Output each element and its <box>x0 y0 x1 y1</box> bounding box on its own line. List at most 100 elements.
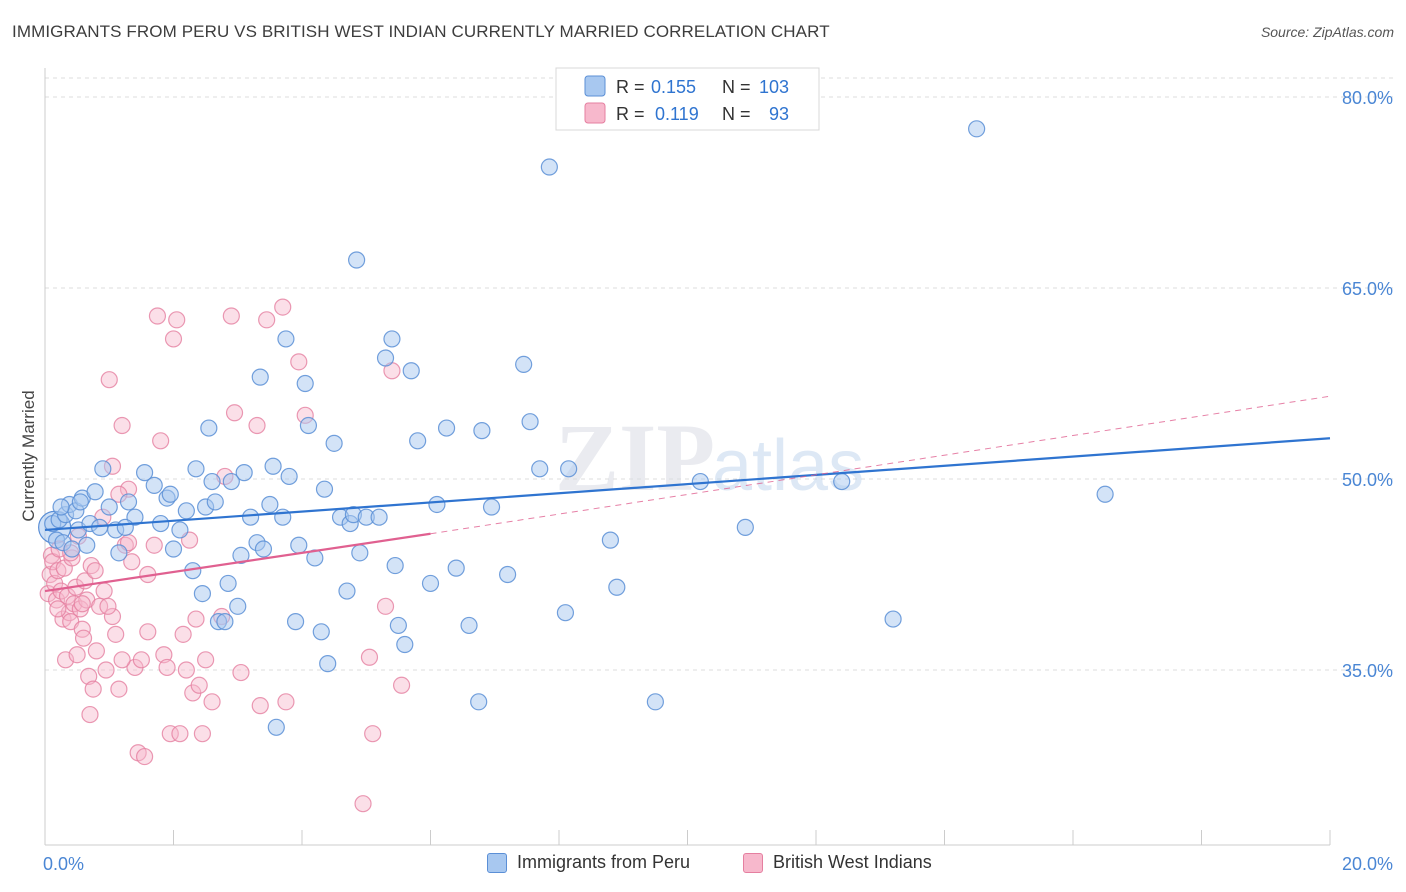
peru-point <box>171 521 189 539</box>
legend-swatch-peru <box>584 75 606 97</box>
peru-point <box>71 493 89 511</box>
peru-point <box>216 613 234 631</box>
bwi-point <box>132 651 150 669</box>
bwi-point <box>168 311 186 329</box>
peru-point <box>315 480 334 498</box>
peru-point <box>52 498 70 516</box>
bwi-point <box>190 676 208 694</box>
peru-point <box>235 464 253 482</box>
bwi-point <box>113 651 131 669</box>
bwi-point <box>41 565 59 584</box>
bwi-point <box>103 607 122 626</box>
peru-point <box>884 610 902 628</box>
peru-point <box>267 718 285 736</box>
peru-point <box>437 419 456 437</box>
bwi-point <box>107 625 125 643</box>
bwi-point <box>197 651 215 669</box>
legend-n-label-bwi: N = <box>722 104 751 124</box>
bwi-point <box>139 623 157 641</box>
bwi-point <box>251 697 269 715</box>
bwi-point <box>99 597 117 615</box>
peru-point <box>299 416 318 435</box>
peru-point <box>94 460 112 478</box>
peru-point <box>1096 485 1114 503</box>
bwi-point <box>100 371 118 389</box>
bwi-point <box>123 553 141 571</box>
bwi-point <box>158 658 176 677</box>
legend-n-value-peru: 103 <box>759 77 789 97</box>
peru-point <box>187 460 205 478</box>
bwi-point <box>74 629 93 647</box>
points-layer <box>38 120 1114 813</box>
bwi-point <box>135 747 154 766</box>
peru-point <box>312 623 330 641</box>
bwi-trend-extension <box>430 395 1331 535</box>
peru-point <box>86 483 104 501</box>
peru-point <box>254 540 273 558</box>
legend-swatch-bwi <box>584 102 606 124</box>
x-tick-label-min: 0.0% <box>43 854 84 874</box>
peru-point <box>833 472 851 491</box>
legend-r-value-bwi: 0.119 <box>655 104 699 124</box>
peru-point <box>280 467 298 486</box>
peru-point <box>251 368 269 386</box>
peru-point <box>116 518 134 536</box>
bwi-point <box>110 680 128 698</box>
y-tick-label: 80.0% <box>1342 88 1393 108</box>
y-tick-label: 35.0% <box>1342 661 1393 681</box>
bwi-point <box>68 646 86 664</box>
peru-point <box>229 597 247 615</box>
peru-trend-line <box>44 437 1331 532</box>
bwi-point <box>187 610 205 628</box>
bwi-point <box>47 591 66 609</box>
bwi-point <box>81 705 99 724</box>
bwi-point <box>161 725 179 743</box>
chart-source: Source: ZipAtlas.com <box>1260 24 1394 40</box>
chart-title: IMMIGRANTS FROM PERU VS BRITISH WEST IND… <box>12 22 830 41</box>
bwi-point <box>113 416 131 435</box>
peru-point <box>161 485 179 503</box>
legend-n-value-bwi: 93 <box>769 104 789 124</box>
bwi-point <box>277 693 295 711</box>
y-tick-label: 65.0% <box>1342 279 1393 299</box>
peru-point <box>242 508 260 526</box>
x-tick-label-max: 20.0% <box>1342 854 1393 874</box>
peru-point <box>164 540 183 558</box>
peru-point <box>531 460 549 478</box>
peru-point <box>110 544 128 562</box>
bwi-point <box>171 725 189 743</box>
bwi-point <box>73 620 91 638</box>
legend-n-label-peru: N = <box>722 77 751 97</box>
bwi-point <box>152 432 170 450</box>
legend-r-label-peru: R = <box>616 77 645 97</box>
legend-bottom-swatch-bwi <box>743 852 763 873</box>
watermark-atlas: atlas <box>712 426 864 506</box>
peru-point <box>386 556 404 575</box>
peru-point <box>290 536 308 554</box>
bwi-point <box>95 582 113 600</box>
bwi-point <box>97 661 115 679</box>
bwi-point <box>174 625 192 643</box>
peru-point <box>325 434 343 452</box>
peru-point <box>482 498 501 516</box>
peru-point <box>370 508 388 526</box>
legend-top: R = 0.155 N = 103 R = 0.119 N = 93 <box>555 67 820 131</box>
peru-point <box>540 158 558 176</box>
peru-point <box>145 476 163 494</box>
peru-point <box>286 613 305 631</box>
bwi-point <box>232 663 250 682</box>
peru-point <box>470 693 488 711</box>
legend-r-value-peru: 0.155 <box>651 77 696 97</box>
y-axis-label: Currently Married <box>19 390 38 521</box>
peru-point <box>499 565 517 584</box>
bwi-trend-line <box>44 532 431 593</box>
peru-point <box>601 531 620 549</box>
peru-point <box>521 413 539 431</box>
peru-point <box>177 502 195 520</box>
bwi-point <box>274 298 292 316</box>
bwi-point <box>145 536 163 554</box>
peru-point <box>78 536 96 554</box>
axis-layer: 35.0% 50.0% 65.0% 80.0% 0.0% 20.0% <box>43 68 1393 874</box>
bwi-point <box>354 795 372 813</box>
peru-point <box>203 472 221 491</box>
